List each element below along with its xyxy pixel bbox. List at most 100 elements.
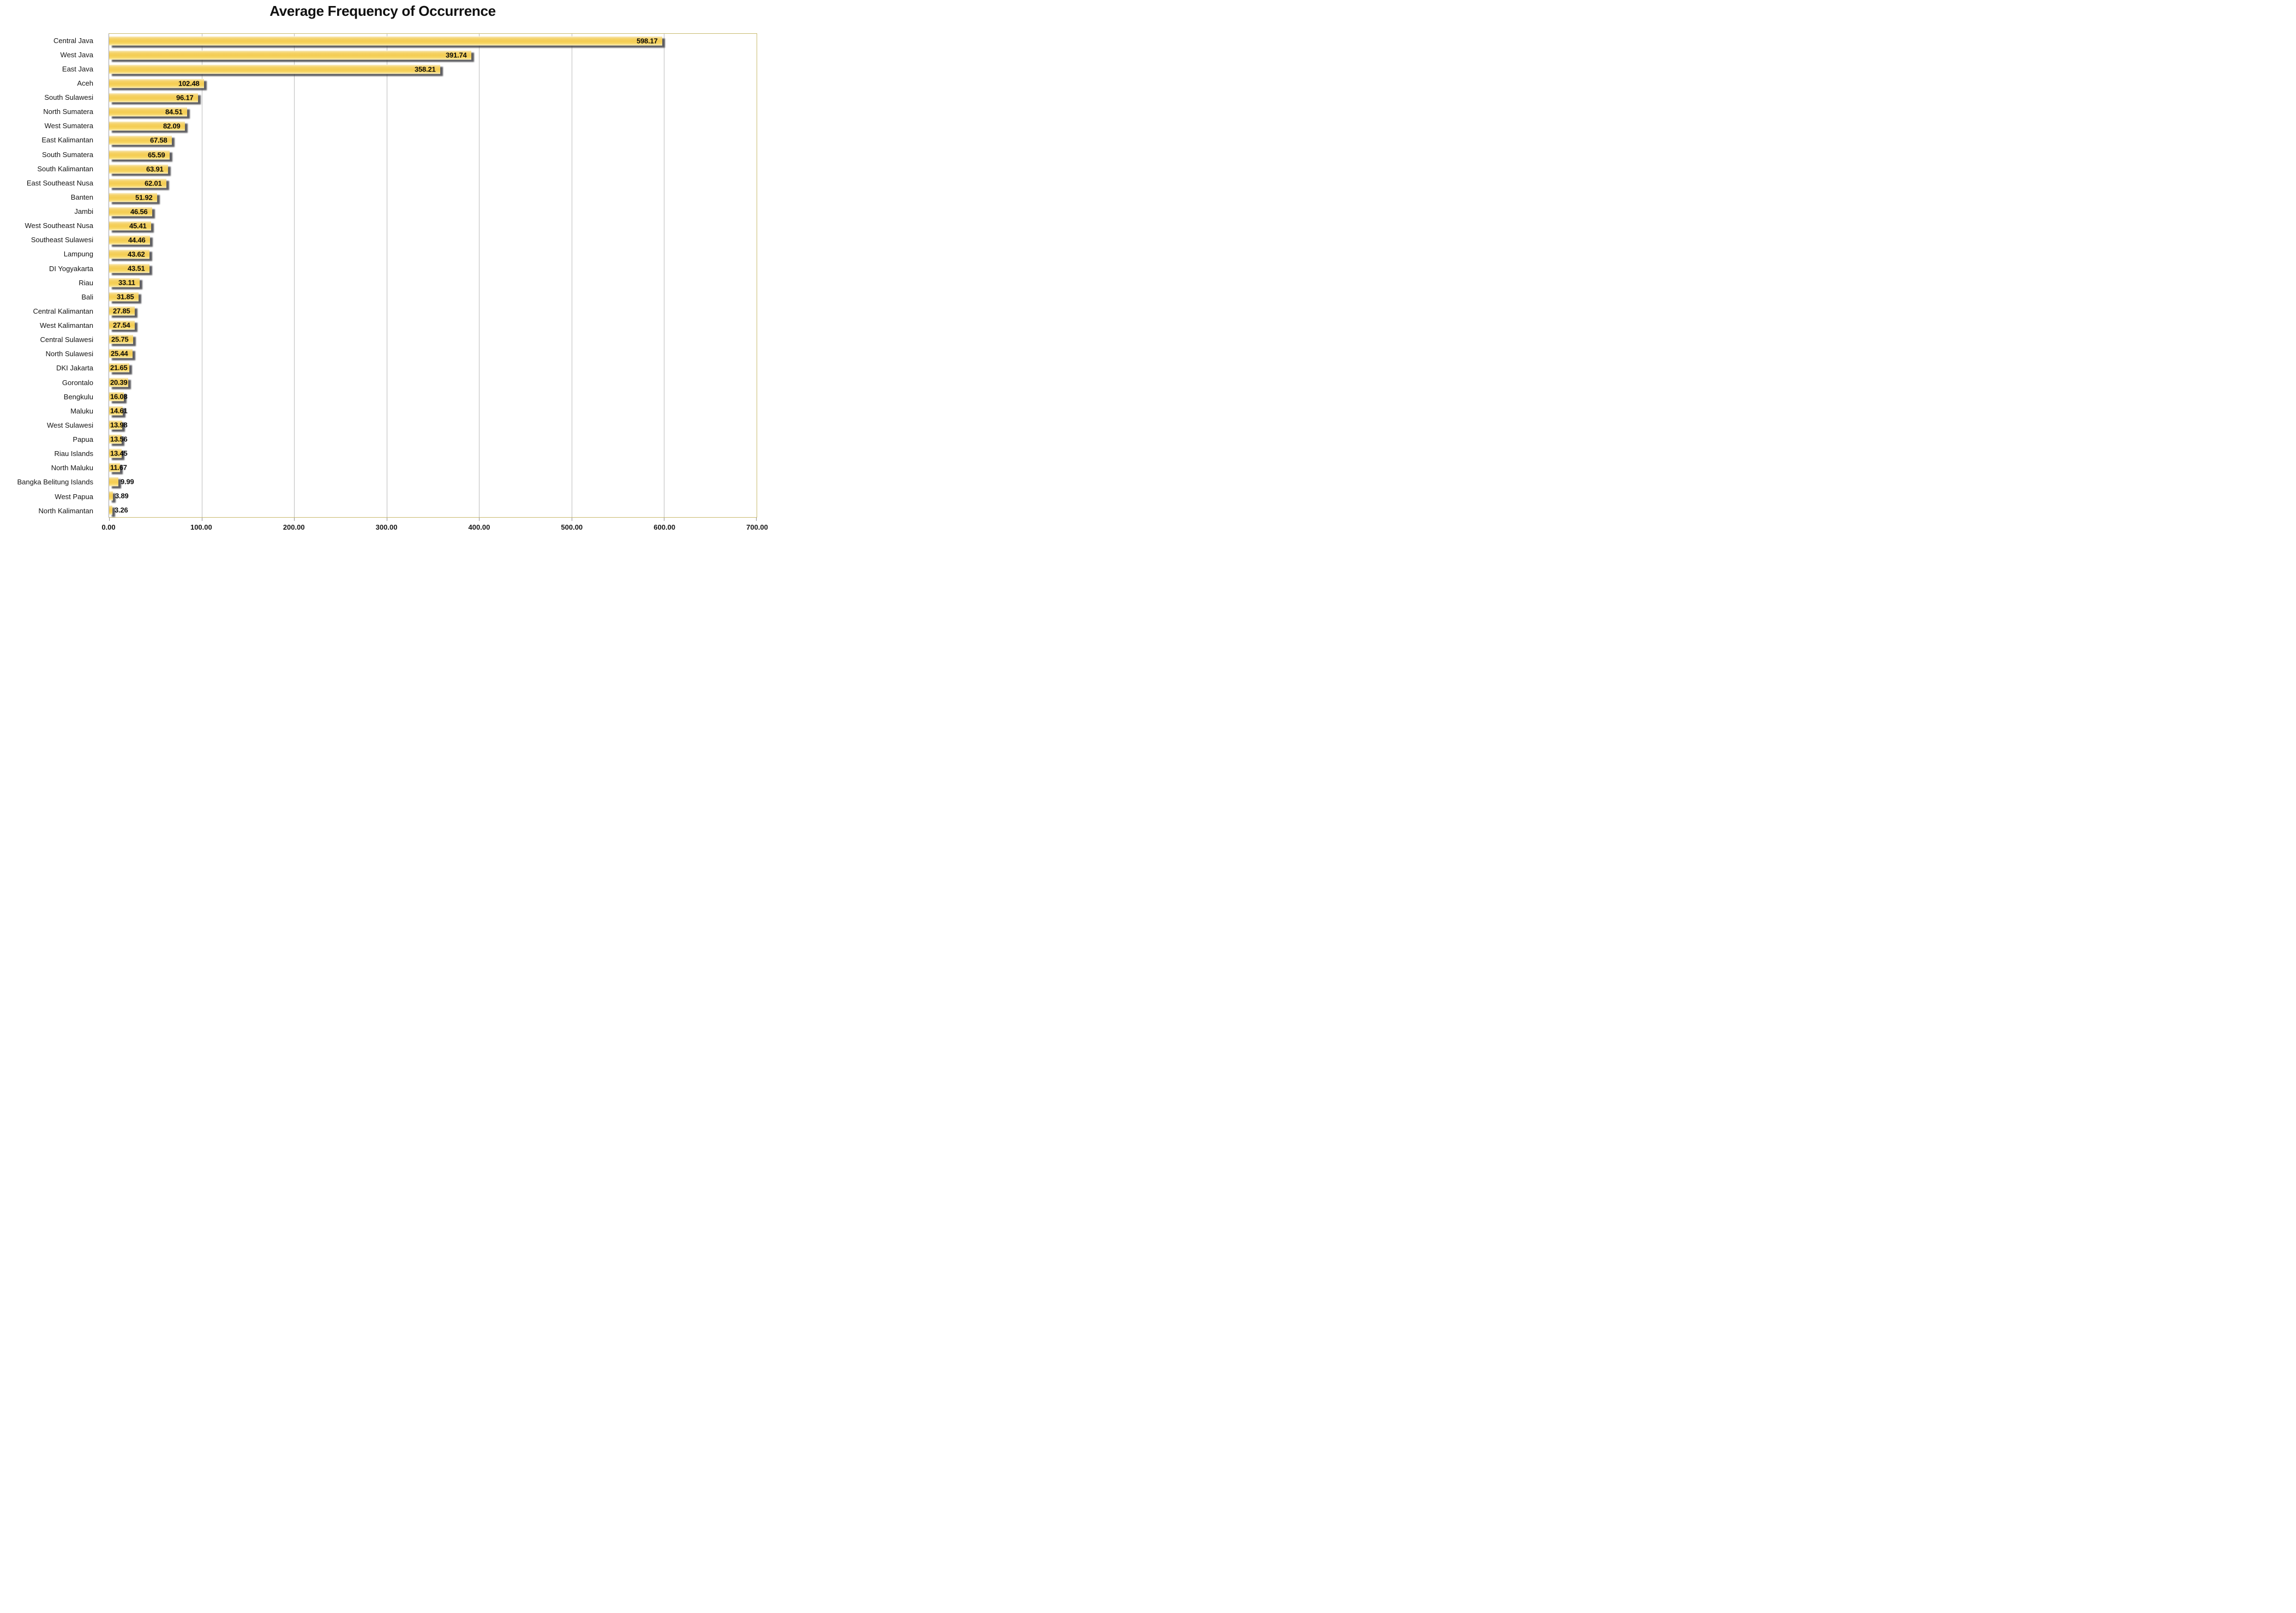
category-label: West Kalimantan [39,321,93,330]
bar-value-label: 25.44 [111,349,128,358]
gridline [294,34,295,517]
bar-value-label: 14.61 [110,406,128,415]
bar-value-label: 3.89 [115,491,129,500]
bar [109,249,149,259]
category-label: Maluku [70,406,93,415]
bar [109,263,149,273]
bar-value-label: 44.46 [128,236,146,244]
axis-tick [294,518,295,521]
bar-row: 9.99 [109,475,757,489]
bar [109,406,123,416]
category-label: Jambi [74,207,93,216]
bar-value-label: 13.98 [110,421,128,429]
bar [109,491,113,501]
bar-value-label: 11.67 [110,463,127,472]
bar [109,306,135,316]
category-label: South Sumatera [42,150,93,159]
chart-title: Average Frequency of Occurrence [269,3,496,19]
bar-row: 3.89 [109,489,757,503]
bar-value-label: 65.59 [148,151,165,159]
bar [109,292,139,302]
bar-value-label: 21.65 [110,363,128,372]
bar-row: 13.98 [109,418,757,432]
bar-row: 358.21 [109,62,757,76]
bar [109,334,133,344]
axis-tick [756,518,757,521]
bar-row: 33.11 [109,275,757,290]
category-label: Central Java [53,36,93,45]
bar [109,377,128,387]
category-label: West Sumatera [44,122,93,130]
category-label: Lampung [63,250,93,259]
bar-row: 44.46 [109,233,757,247]
bar [109,79,204,88]
bar [109,278,140,287]
bar [109,434,122,444]
bar-row: 43.62 [109,247,757,261]
bar [109,193,158,202]
bar [109,164,169,174]
bar [109,349,133,358]
category-label: Banten [70,193,93,201]
bar-value-label: 27.85 [113,307,130,315]
x-tick-label: 100.00 [190,523,212,531]
bar [109,36,663,46]
bar-row: 84.51 [109,105,757,119]
bar-row: 51.92 [109,190,757,205]
bar-row: 13.56 [109,432,757,446]
bar [109,363,129,373]
x-tick-label: 500.00 [561,523,583,531]
bar-value-label: 31.85 [117,292,134,301]
bar [109,50,472,60]
bar-row: 31.85 [109,290,757,304]
category-label: South Kalimantan [37,164,93,173]
bar-row: 391.74 [109,48,757,62]
bar-row: 82.09 [109,119,757,133]
bar [109,320,135,330]
bar-row: 25.75 [109,332,757,346]
bar-value-label: 43.62 [128,250,145,259]
bar-value-label: 84.51 [165,107,183,116]
bar-value-label: 20.39 [110,378,128,387]
bar-row: 21.65 [109,361,757,375]
bar [109,420,122,430]
bar-row: 14.61 [109,404,757,418]
x-tick-label: 400.00 [468,523,490,531]
category-label: South Sulawesi [44,93,93,102]
bar-row: 3.26 [109,503,757,517]
bar-value-label: 46.56 [130,207,148,216]
bar [109,150,170,160]
bar-value-label: 358.21 [415,65,436,74]
bar [109,505,112,515]
category-label: West Java [60,50,93,59]
category-label: North Sulawesi [45,350,93,358]
x-tick-label: 200.00 [283,523,305,531]
bar-value-label: 67.58 [150,136,167,145]
bar-value-label: 45.41 [129,221,147,230]
category-label: West Southeast Nusa [25,221,94,230]
bar [109,107,188,117]
bar-value-label: 25.75 [111,335,129,344]
bar [109,477,118,487]
category-label: Riau [79,278,93,287]
bar-row: 27.54 [109,318,757,332]
bar-row: 598.17 [109,34,757,48]
bar-row: 96.17 [109,91,757,105]
axis-tick [109,518,110,521]
bar-value-label: 598.17 [637,37,658,45]
bar-row: 62.01 [109,176,757,190]
bar-value-label: 13.56 [110,435,128,443]
x-tick-label: 700.00 [746,523,768,531]
category-label: Central Sulawesi [40,335,93,344]
x-axis-labels: 0.00 100.00 200.00 300.00 400.00 500.00 600.00… [101,523,768,535]
category-label: Southeast Sulawesi [31,236,93,244]
bar-row: 46.56 [109,205,757,219]
category-label: Central Kalimantan [33,307,93,315]
bar-value-label: 391.74 [446,51,467,59]
bar [109,463,120,472]
bar [109,235,151,245]
category-label: Bali [81,292,93,301]
bar-value-label: 16.08 [110,392,128,401]
plot-area: 598.17 391.74 358.21 102.48 96.17 84.51 82.09 6… [109,33,757,521]
bar-row: 67.58 [109,133,757,147]
